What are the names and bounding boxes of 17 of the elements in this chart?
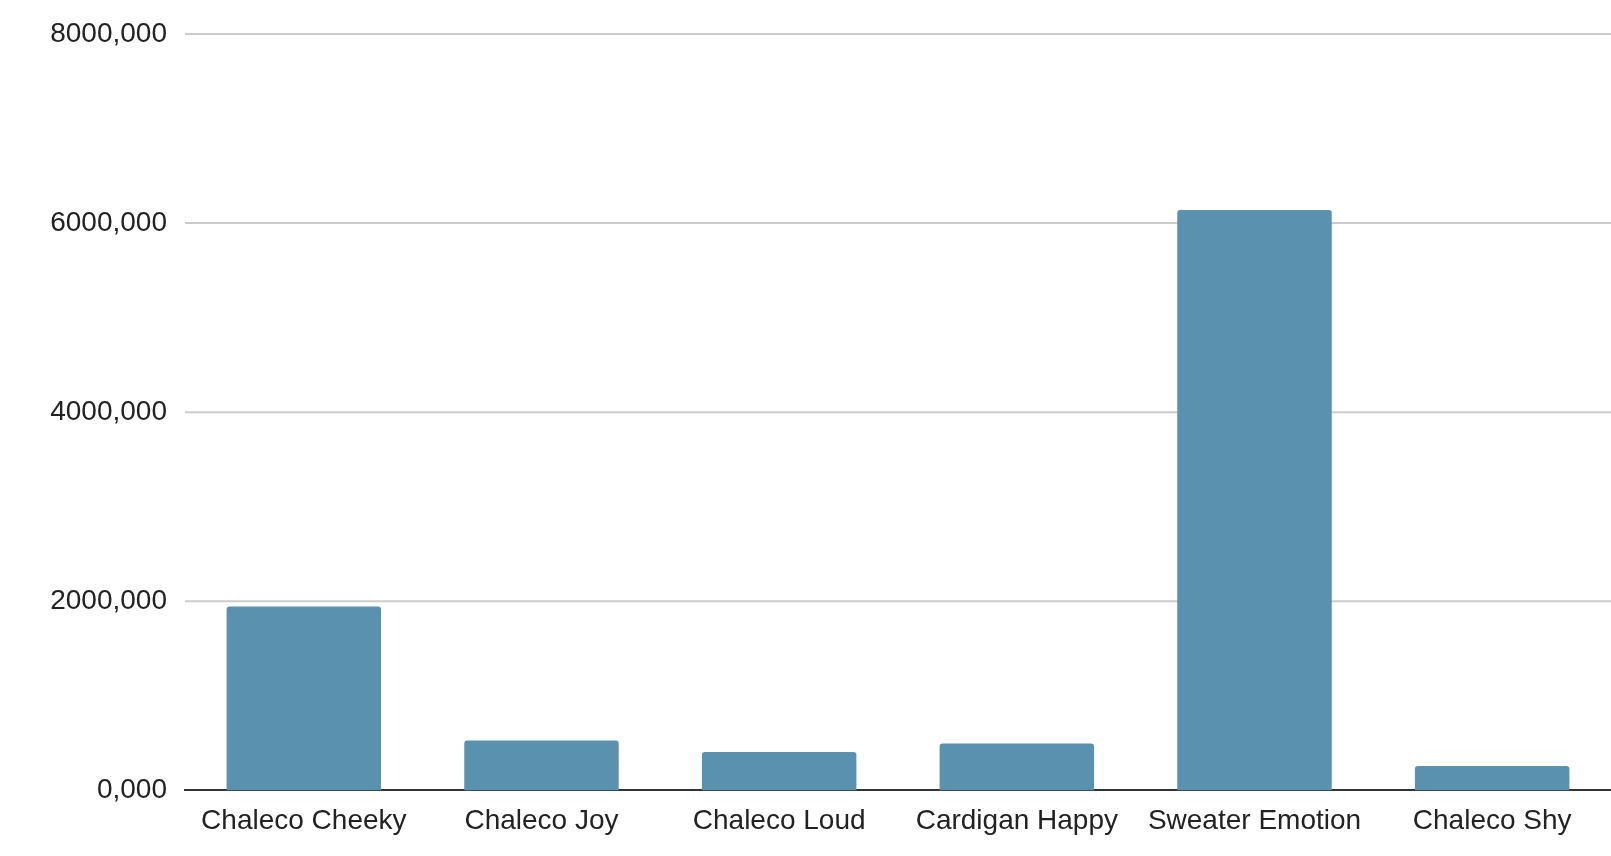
x-tick-label: Cardigan Happy	[915, 803, 1119, 835]
text: 6000,000	[50, 205, 167, 237]
text: 4000,000	[50, 394, 167, 426]
bar	[1177, 210, 1332, 791]
x-tick-label: Chaleco Joy	[464, 803, 619, 835]
x-tick-label: Chaleco Shy	[1412, 803, 1572, 835]
bar	[226, 606, 382, 791]
text: 0,000	[96, 773, 167, 805]
bar	[464, 740, 619, 791]
text: 2000,000	[50, 584, 167, 616]
text: 8000,000	[50, 16, 167, 48]
bar	[939, 743, 1095, 791]
x-tick-label: Chaleco Cheeky	[201, 803, 407, 835]
bar	[701, 752, 857, 791]
x-tick-label: Chaleco Loud	[692, 803, 866, 835]
x-tick-label: Sweater Emotion	[1147, 803, 1362, 835]
bar	[1414, 766, 1570, 791]
